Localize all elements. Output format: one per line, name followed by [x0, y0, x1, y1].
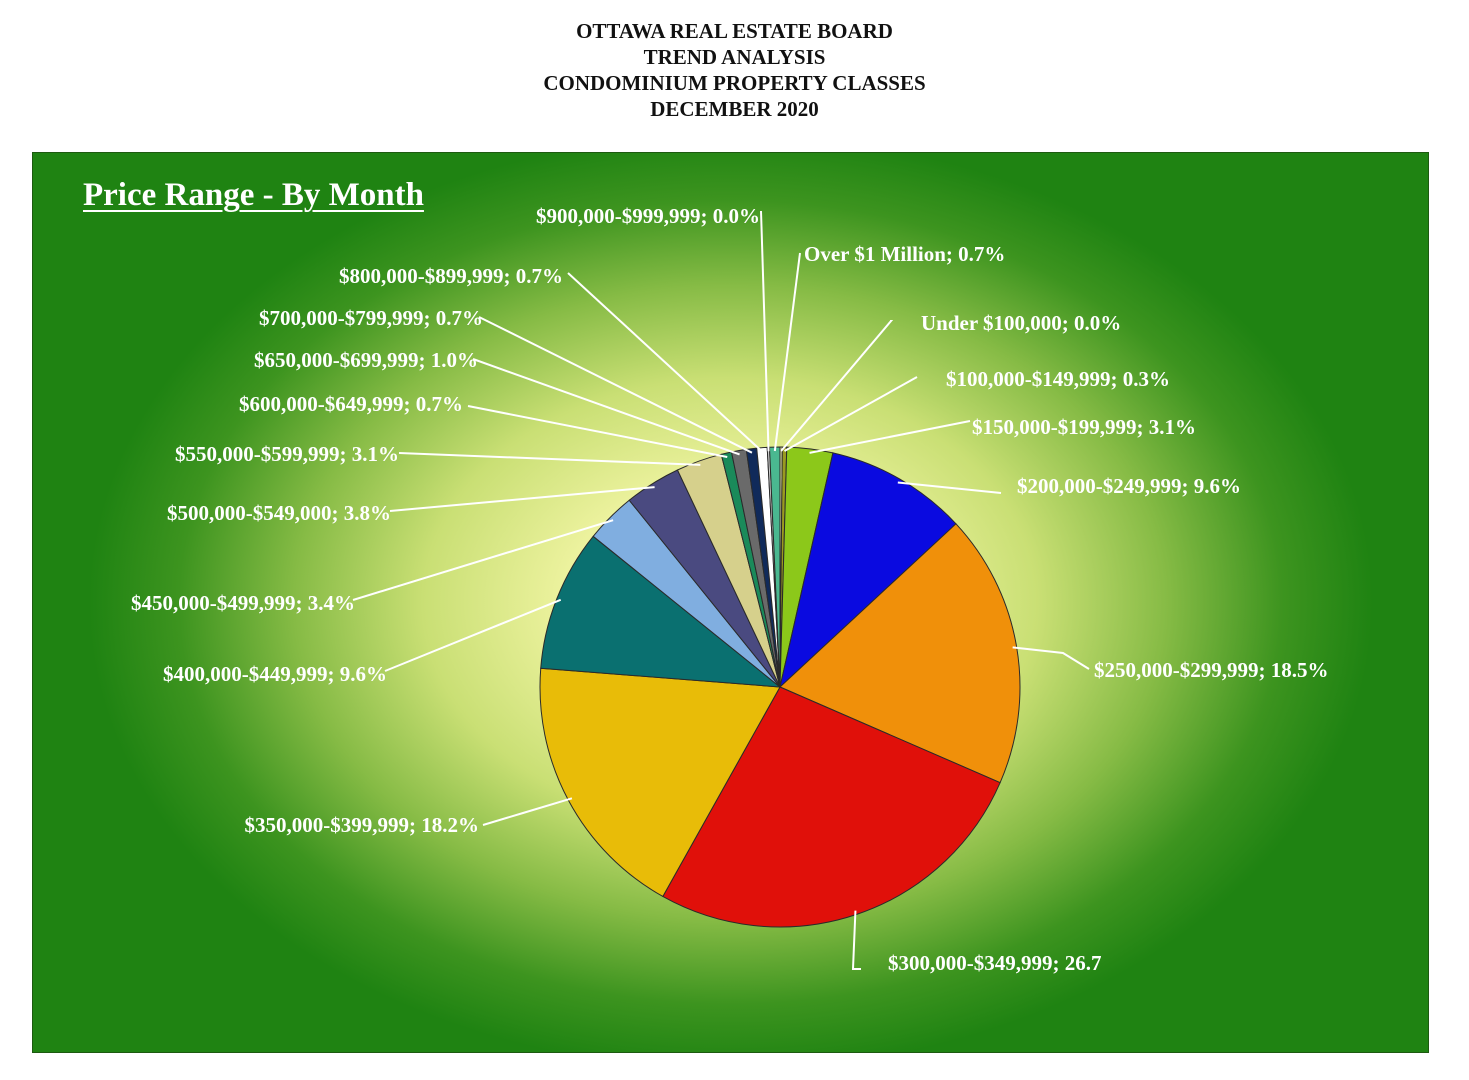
slice-label: $450,000-$499,999; 3.4% — [131, 591, 355, 615]
report-header: OTTAWA REAL ESTATE BOARD TREND ANALYSIS … — [0, 18, 1469, 122]
leader-line — [478, 316, 753, 454]
slice-label: $250,000-$299,999; 18.5% — [1094, 658, 1329, 682]
slice-label: $150,000-$199,999; 3.1% — [972, 415, 1196, 439]
leader-line — [384, 598, 562, 672]
chart-panel: Under $100,000; 0.0% $100,000-$149,999; 0… — [32, 152, 1429, 1053]
slice-label: $300,000-$349,999; 26.7 — [888, 951, 1102, 975]
leader-line — [780, 320, 894, 452]
pie-slice — [779, 523, 1021, 784]
leader-line — [851, 910, 861, 970]
slice-label: Under $100,000; 0.0% — [921, 311, 1121, 335]
slice-label: $700,000-$799,999; 0.7% — [259, 306, 483, 330]
leader-line — [389, 486, 655, 512]
slice-label: $100,000-$149,999; 0.3% — [946, 367, 1170, 391]
leader-line — [1012, 646, 1090, 670]
pie-slice — [779, 452, 957, 689]
chart-title: Price Range - By Month — [83, 177, 424, 213]
slice-label: Over $1 Million; 0.7% — [804, 242, 1005, 266]
slice-label: $550,000-$599,999; 3.1% — [175, 442, 399, 466]
leader-line — [398, 452, 701, 466]
leader-line — [467, 405, 728, 458]
leader-line — [809, 420, 971, 454]
slice-label: $650,000-$699,999; 1.0% — [254, 348, 478, 372]
slice-label: $600,000-$649,999; 0.7% — [239, 392, 463, 416]
leader-line — [760, 210, 770, 452]
leader-line — [567, 272, 763, 453]
slice-label: $900,000-$999,999; 0.0% — [536, 204, 760, 228]
header-line-date: DECEMBER 2020 — [650, 97, 819, 121]
leader-line — [352, 519, 614, 601]
slice-label: $200,000-$249,999; 9.6% — [1017, 474, 1241, 498]
leader-line — [897, 481, 1002, 494]
pie-slice — [540, 535, 782, 688]
slice-label: $500,000-$549,000; 3.8% — [167, 501, 391, 525]
header-line-analysis: TREND ANALYSIS — [643, 45, 826, 69]
pie-slice — [662, 686, 1001, 928]
leader-line — [773, 252, 801, 452]
header-line-classes: CONDOMINIUM PROPERTY CLASSES — [543, 71, 926, 95]
pie-chart: Under $100,000; 0.0% $100,000-$149,999; 0… — [131, 204, 1329, 975]
leader-line — [482, 797, 573, 826]
header-line-board: OTTAWA REAL ESTATE BOARD — [576, 19, 893, 43]
leader-line — [783, 376, 918, 452]
slice-label: $400,000-$449,999; 9.6% — [163, 662, 387, 686]
slice-label: $350,000-$399,999; 18.2% — [245, 813, 480, 837]
leader-line — [472, 358, 740, 456]
slice-label: $800,000-$899,999; 0.7% — [339, 264, 563, 288]
